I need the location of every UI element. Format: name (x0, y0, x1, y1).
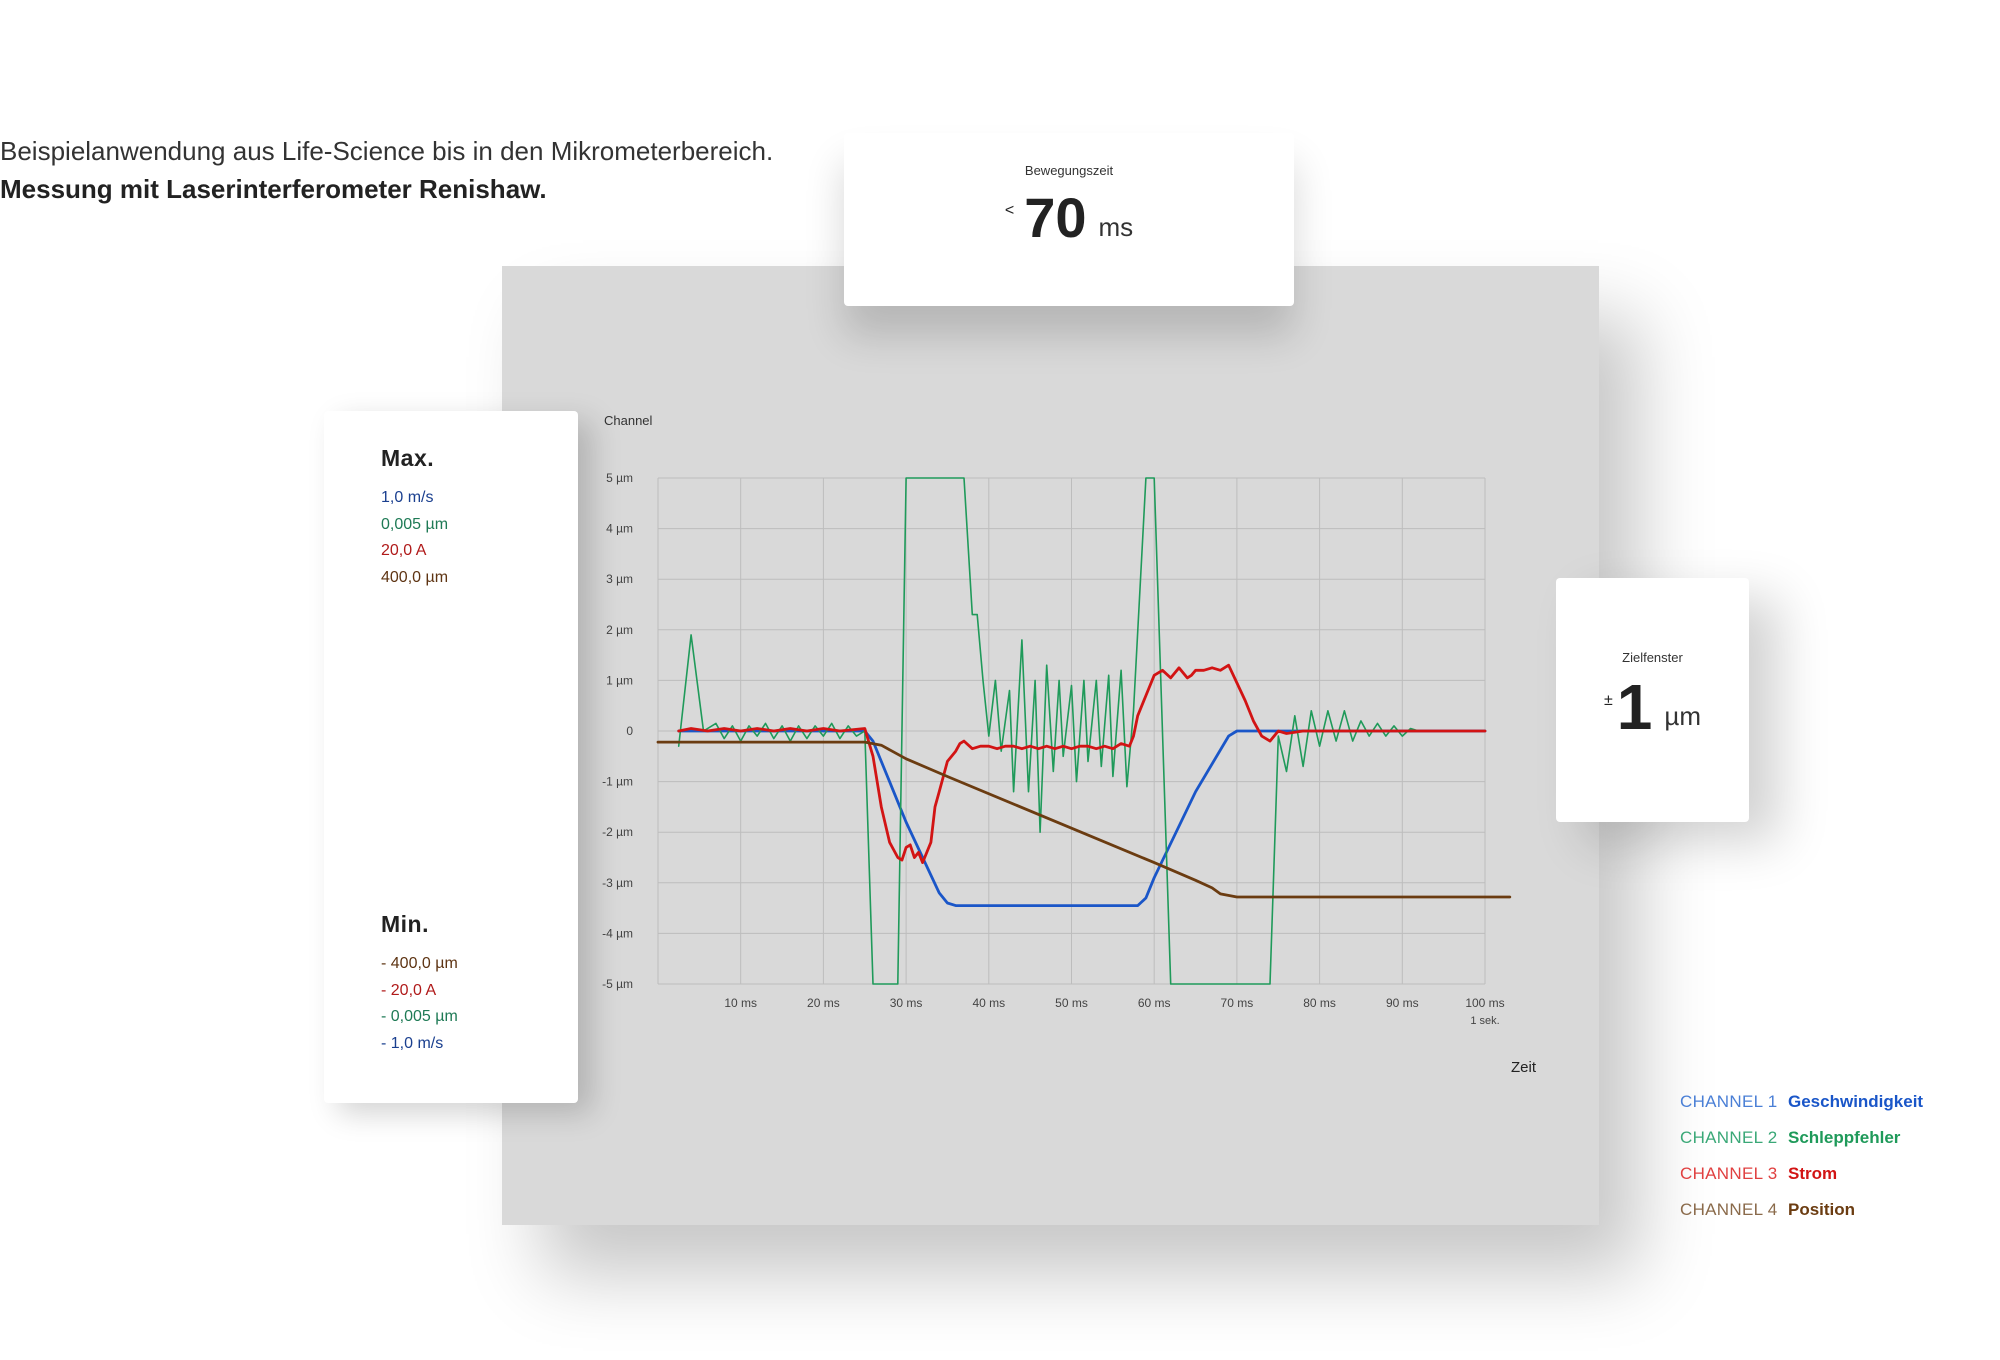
intro-text: Beispielanwendung aus Life-Science bis i… (0, 132, 773, 208)
y-tick-label: 3 µm (606, 572, 633, 586)
x-tick-label: 40 ms (972, 996, 1005, 1010)
max-title: Max. (381, 445, 435, 471)
max-value-position: 400,0 µm (381, 568, 449, 586)
legend-channel-1: CHANNEL 1 (1680, 1092, 1778, 1111)
y-tick-label: -3 µm (602, 876, 633, 890)
x-tick-label: 90 ms (1386, 996, 1419, 1010)
min-value-velocity: - 1,0 m/s (381, 1034, 444, 1052)
min-value-position: - 400,0 µm (381, 955, 458, 972)
legend-name-2: Schleppfehler (1788, 1128, 1901, 1147)
target-window-prefix: ± (1603, 691, 1613, 709)
legend-name-4: Position (1788, 1200, 1856, 1219)
legend-channel-2: CHANNEL 2 (1680, 1128, 1778, 1147)
x-tick-label: 20 ms (807, 996, 840, 1010)
target-window-metric: ±1 µm (1556, 670, 1749, 744)
legend-item-channel-2: CHANNEL 2 Schleppfehler (1680, 1128, 1923, 1164)
series-line-2 (677, 477, 1486, 985)
min-list: - 400,0 µm - 20,0 A - 0,005 µm - 1,0 m/s (381, 951, 458, 1057)
y-tick-label: 5 µm (606, 471, 633, 485)
motion-time-value: 70 (1024, 186, 1087, 249)
motion-time-unit: ms (1098, 211, 1134, 242)
min-value-following-error: - 0,005 µm (381, 1008, 458, 1025)
y-tick-label: -4 µm (602, 926, 633, 940)
intro-line-2: Messung mit Laserinterferometer Renishaw… (0, 174, 547, 204)
target-window-card: Zielfenster ±1 µm (1556, 578, 1749, 822)
line-chart: 5 µm 4 µm 3 µm 2 µm 1 µm 0 -1 µm -2 µm -3 µm -4 µ… (602, 413, 1537, 1076)
range-card: Max. 1,0 m/s 0,005 µm 20,0 A 400,0 µm Mi… (324, 411, 578, 1103)
y-tick-label: 1 µm (606, 673, 633, 687)
y-tick-label: -5 µm (602, 977, 633, 991)
x-tick-label: 60 ms (1138, 996, 1171, 1010)
y-tick-label: 0 (626, 724, 633, 738)
legend-name-3: Strom (1788, 1164, 1838, 1183)
legend-item-channel-1: CHANNEL 1 Geschwindigkeit (1680, 1092, 1923, 1128)
chart-legend: CHANNEL 1 Geschwindigkeit CHANNEL 2 Schlep… (1680, 1092, 1923, 1236)
y-tick-label: 2 µm (606, 623, 633, 637)
series-line-3 (677, 663, 1487, 864)
legend-item-channel-4: CHANNEL 4 Position (1680, 1200, 1923, 1236)
legend-channel-4: CHANNEL 4 (1680, 1200, 1778, 1219)
motion-time-metric: <70 ms (844, 185, 1294, 250)
y-tick-label: -1 µm (602, 775, 633, 789)
motion-time-card: Bewegungszeit <70 ms (844, 133, 1294, 306)
series-line-4 (656, 740, 1512, 899)
motion-time-label: Bewegungszeit (1024, 163, 1114, 178)
max-value-following-error: 0,005 µm (381, 515, 449, 533)
x-tick-label: 70 ms (1221, 996, 1254, 1010)
y-axis-title: Channel (604, 413, 653, 428)
target-window-value: 1 (1616, 671, 1653, 743)
chart-panel: 5 µm 4 µm 3 µm 2 µm 1 µm 0 -1 µm -2 µm -3 µm -4 µ… (502, 266, 1599, 1225)
target-window-unit: µm (1664, 701, 1701, 732)
legend-name-1: Geschwindigkeit (1788, 1092, 1924, 1111)
x-tick-label: 80 ms (1303, 996, 1336, 1010)
max-value-current: 20,0 A (381, 542, 427, 559)
x-tick-label: 30 ms (890, 996, 923, 1010)
min-value-current: - 20,0 A (381, 981, 437, 999)
y-tick-label: -2 µm (602, 825, 633, 839)
target-window-label: Zielfenster (1622, 650, 1683, 665)
x-axis-title: Zeit (1511, 1059, 1537, 1076)
series-line-1 (677, 729, 1487, 907)
x-tick-label: 50 ms (1055, 996, 1088, 1010)
intro-line-1: Beispielanwendung aus Life-Science bis i… (0, 136, 774, 166)
max-list: 1,0 m/s 0,005 µm 20,0 A 400,0 µm (381, 485, 448, 591)
y-tick-label: 4 µm (606, 522, 633, 536)
legend-item-channel-3: CHANNEL 3 Strom (1680, 1164, 1923, 1200)
max-value-velocity: 1,0 m/s (381, 489, 434, 506)
min-title: Min. (381, 911, 429, 937)
x-tick-label: 10 ms (724, 996, 757, 1010)
legend-channel-3: CHANNEL 3 (1680, 1164, 1778, 1183)
x-tick-sublabel: 1 sek. (1470, 1015, 1499, 1027)
motion-time-prefix: < (1004, 202, 1015, 220)
x-tick-label: 100 ms (1465, 996, 1504, 1010)
